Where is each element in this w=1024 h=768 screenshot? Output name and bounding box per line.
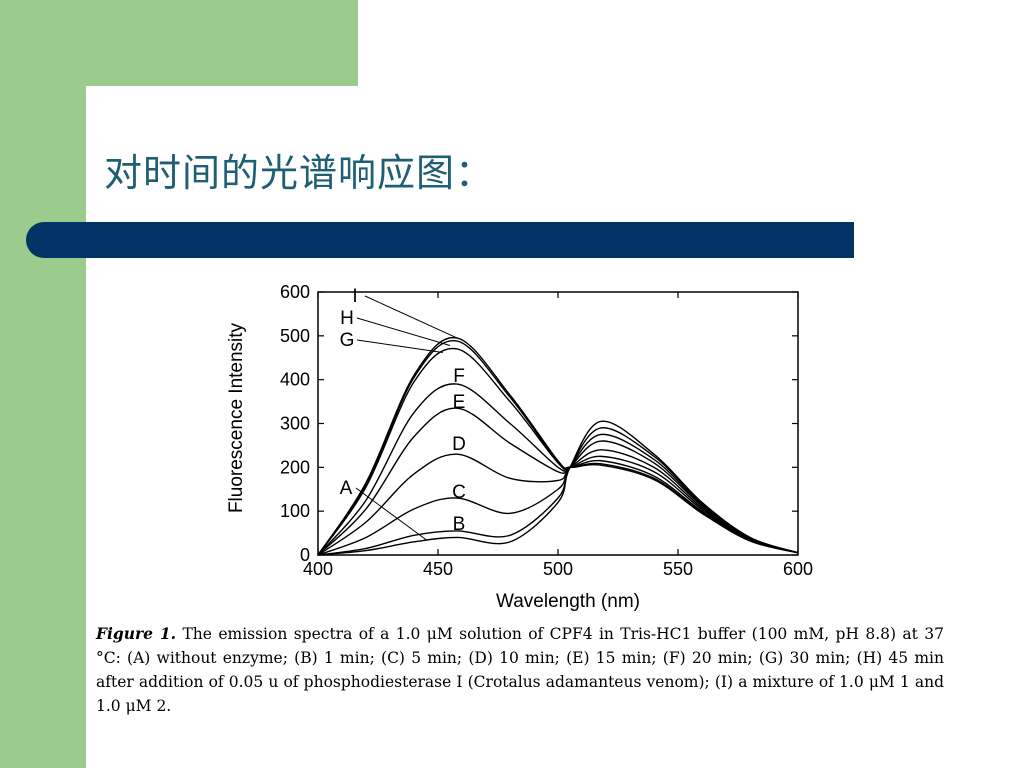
curve-leader-h <box>356 317 451 346</box>
curve-leader-i <box>364 295 458 339</box>
curve-label-a: A <box>340 478 353 499</box>
x-tick-label: 400 <box>303 559 333 579</box>
curve-leader-g <box>356 339 443 353</box>
figure-caption: Figure 1. The emission spectra of a 1.0 … <box>96 622 944 718</box>
curve-leader-a <box>355 487 427 541</box>
title-underline-bar <box>26 222 854 258</box>
y-tick-label: 400 <box>280 370 310 390</box>
series-lines <box>317 336 799 556</box>
y-axis-title: Fluorescence Intensity <box>226 322 247 513</box>
series-line-i <box>317 336 799 556</box>
x-tick-label: 600 <box>783 559 813 579</box>
series-line-e <box>317 407 799 556</box>
curve-label-h: H <box>340 308 354 329</box>
series-line-a <box>317 420 799 556</box>
series-line-h <box>317 339 799 556</box>
series-line-f <box>317 383 799 556</box>
curve-label-d: D <box>452 434 466 455</box>
y-tick-label: 0 <box>300 545 310 565</box>
caption-text: The emission spectra of a 1.0 μM solutio… <box>96 625 944 715</box>
curve-label-e: E <box>453 392 466 413</box>
y-tick-label: 200 <box>280 457 310 477</box>
y-tick-label: 500 <box>280 326 310 346</box>
y-tick-label: 600 <box>280 282 310 302</box>
left-decor-band <box>0 0 86 768</box>
curve-label-i: I <box>352 286 357 307</box>
axes: 400 450 500 550 600 0 100 200 300 400 500 600 <box>280 282 813 579</box>
x-axis-title: Wavelength (nm) <box>496 591 640 612</box>
content-panel <box>86 86 1024 768</box>
slide-title: 对时间的光谱响应图： <box>104 151 495 195</box>
emission-spectra-chart: 400 450 500 550 600 0 100 200 300 400 500 600 A BC DE… <box>226 282 813 612</box>
series-line-c <box>317 433 799 556</box>
figure-label: Figure 1. <box>96 624 177 643</box>
top-decor-band <box>0 0 358 86</box>
plot-frame <box>317 291 799 556</box>
curve-label-g: G <box>340 330 355 351</box>
x-tick-label: 500 <box>543 559 573 579</box>
curve-label-b: B <box>453 514 466 535</box>
x-tick-label: 450 <box>423 559 453 579</box>
curve-labels: A BC DEF GHI <box>340 286 466 541</box>
y-tick-label: 100 <box>280 501 310 521</box>
series-line-b <box>317 427 799 556</box>
curve-label-f: F <box>453 366 465 387</box>
y-tick-label: 300 <box>280 414 310 434</box>
curve-label-c: C <box>452 482 466 503</box>
x-tick-label: 550 <box>663 559 693 579</box>
series-line-d <box>317 440 799 556</box>
